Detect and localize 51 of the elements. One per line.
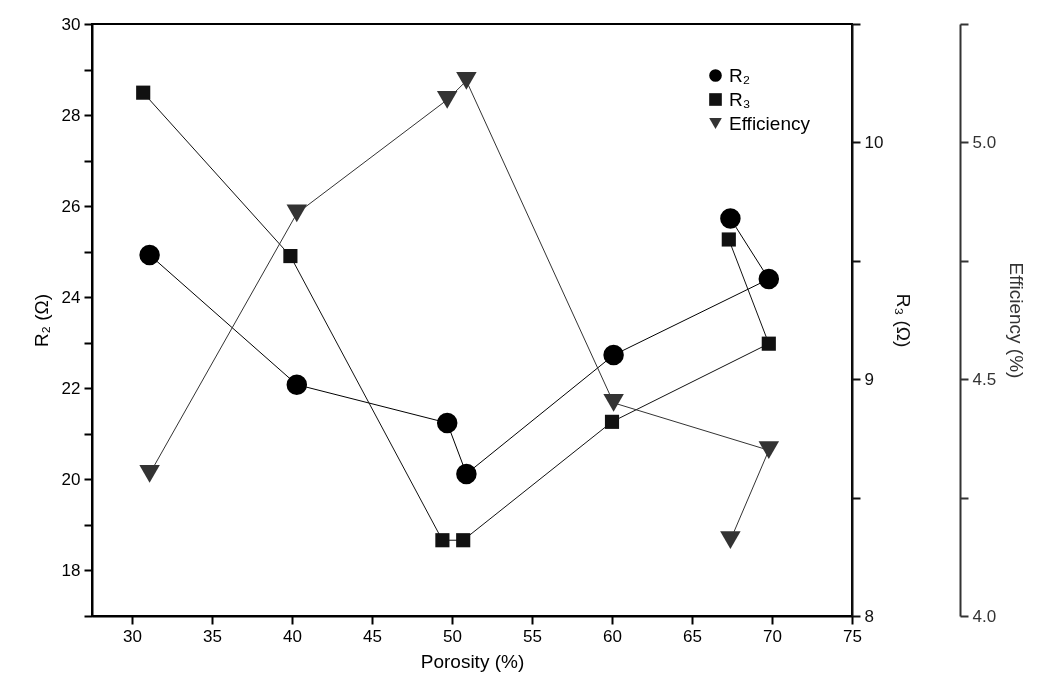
- y3-tick-label: 4.5: [972, 369, 997, 389]
- y3-tick-label: 4.0: [972, 606, 997, 626]
- point: [721, 232, 736, 247]
- y2-tick-label: 10: [864, 132, 884, 152]
- y-tick-label: 26: [61, 196, 81, 216]
- point: [435, 533, 450, 548]
- point: [286, 374, 308, 395]
- point: [758, 268, 780, 290]
- point: [720, 208, 741, 229]
- point: [603, 394, 624, 412]
- y3-tick-label: 5.0: [972, 132, 997, 152]
- x-tick-label: 50: [443, 626, 462, 646]
- x-tick-label: 45: [363, 626, 382, 646]
- point: [286, 204, 308, 223]
- x-tick-label: 35: [203, 626, 222, 646]
- y2-tick-label: 8: [864, 606, 874, 626]
- point: [604, 414, 620, 429]
- y-axis-title: R₂ (Ω): [30, 293, 52, 348]
- point: [436, 90, 458, 109]
- y3-axis-title: Efficiency (%): [1006, 262, 1028, 379]
- point: [283, 248, 298, 264]
- point: [456, 71, 477, 90]
- x-tick-label: 55: [523, 626, 542, 646]
- point: [758, 441, 780, 460]
- x-tick-label: 30: [123, 626, 142, 646]
- y2-axis-title: R₃ (Ω): [893, 293, 915, 348]
- point: [456, 463, 477, 485]
- point: [603, 344, 624, 366]
- y-tick-label: 24: [61, 287, 81, 307]
- x-tick-label: 75: [843, 626, 862, 646]
- point: [136, 85, 151, 100]
- point: [761, 336, 776, 351]
- y-tick-label: 30: [61, 14, 81, 34]
- y-tick-label: 18: [61, 560, 81, 580]
- y-tick-label: 22: [61, 378, 81, 398]
- legend-label: R₂: [729, 64, 751, 86]
- x-axis-title: Porosity (%): [420, 650, 525, 672]
- x-tick-label: 60: [603, 626, 622, 646]
- legend-label: Efficiency: [729, 112, 811, 134]
- point: [436, 412, 458, 434]
- x-tick-label: 70: [763, 626, 782, 646]
- point: [720, 531, 741, 550]
- x-tick-label: 40: [283, 626, 302, 646]
- legend-label: R₃: [729, 88, 751, 110]
- y2-tick-label: 9: [864, 369, 874, 389]
- y-tick-label: 20: [61, 469, 81, 489]
- x-tick-label: 65: [683, 626, 702, 646]
- point: [456, 533, 471, 548]
- point: [139, 244, 160, 266]
- point: [139, 465, 160, 483]
- y-tick-label: 28: [61, 105, 81, 125]
